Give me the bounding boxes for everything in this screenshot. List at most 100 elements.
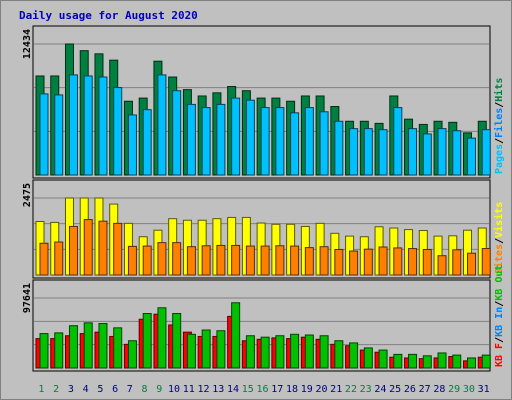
bar-sites-day-17 xyxy=(275,245,285,276)
day-label: 18 xyxy=(286,384,298,395)
bar-files-day-18 xyxy=(290,112,300,176)
bar-files-day-25 xyxy=(393,107,403,176)
bar-files-day-6 xyxy=(113,87,123,176)
bar-files-day-8 xyxy=(142,109,152,176)
bar-files-day-2 xyxy=(54,94,64,176)
bar-sites-day-14 xyxy=(231,244,241,276)
day-label: 13 xyxy=(212,384,224,395)
day-label: 3 xyxy=(68,384,74,395)
legend-item: Sites xyxy=(493,244,505,274)
bar-kb-out-day-14 xyxy=(231,302,241,369)
day-label: 23 xyxy=(360,384,372,395)
bar-kb-out-day-23 xyxy=(363,347,373,369)
day-label: 14 xyxy=(227,384,239,395)
legend-item: Pages xyxy=(494,144,505,174)
day-label: 2 xyxy=(53,384,59,395)
day-label: 7 xyxy=(127,384,133,395)
bar-files-day-13 xyxy=(216,103,226,176)
bar-sites-day-4 xyxy=(83,219,93,276)
bar-sites-day-27 xyxy=(422,248,432,276)
bar-files-day-15 xyxy=(245,99,255,176)
day-label: 1 xyxy=(38,384,44,395)
panel-max-label: 97641 xyxy=(22,283,33,313)
bar-kb-out-day-25 xyxy=(393,353,403,369)
bar-sites-day-28 xyxy=(437,255,447,276)
bar-kb-out-day-6 xyxy=(113,327,123,369)
bar-kb-out-day-8 xyxy=(142,313,152,369)
bar-files-day-28 xyxy=(437,128,447,176)
bar-files-day-10 xyxy=(172,90,182,176)
bar-files-day-9 xyxy=(157,74,167,176)
bar-files-day-16 xyxy=(260,107,270,176)
bar-files-day-3 xyxy=(68,74,78,176)
bar-sites-day-30 xyxy=(467,252,477,276)
day-label: 8 xyxy=(142,384,148,395)
bar-sites-day-8 xyxy=(142,245,152,276)
bar-sites-day-7 xyxy=(127,245,137,276)
bar-sites-day-16 xyxy=(260,245,270,276)
bar-sites-day-15 xyxy=(245,245,255,276)
day-label: 4 xyxy=(83,384,89,395)
legend-item: KB In xyxy=(494,307,505,337)
panel-max-label: 12434 xyxy=(22,29,33,59)
panel-visits-sites: 2475 Sites/Visits xyxy=(22,179,505,279)
bar-files-day-11 xyxy=(186,103,196,176)
bar-files-day-27 xyxy=(422,133,432,176)
day-label: 28 xyxy=(433,384,445,395)
bar-sites-day-26 xyxy=(408,248,418,276)
bar-kb-out-day-13 xyxy=(216,330,226,369)
bar-kb-out-day-20 xyxy=(319,335,329,369)
bar-sites-day-13 xyxy=(216,244,226,276)
day-label: 10 xyxy=(168,384,180,395)
bar-kb-out-day-28 xyxy=(437,352,447,369)
panel-legend: KB F/KB In/KB Out xyxy=(494,265,505,367)
day-label: 15 xyxy=(242,384,254,395)
bar-sites-day-21 xyxy=(334,248,344,276)
day-label: 29 xyxy=(448,384,460,395)
bar-sites-day-11 xyxy=(186,246,196,276)
panel-legend: Sites/Visits xyxy=(493,202,505,274)
bar-kb-out-day-2 xyxy=(54,332,64,369)
bar-sites-day-10 xyxy=(172,242,182,276)
panel-max-label: 2475 xyxy=(22,183,33,207)
legend-item: KB F xyxy=(494,343,505,367)
bar-kb-out-day-12 xyxy=(201,329,211,369)
legend-item: Files xyxy=(493,108,505,138)
bar-sites-day-20 xyxy=(319,246,329,276)
bar-kb-out-day-9 xyxy=(157,307,167,369)
bar-kb-out-day-19 xyxy=(304,334,314,369)
bar-sites-day-18 xyxy=(290,245,300,276)
bar-sites-day-23 xyxy=(363,248,373,276)
bar-files-day-12 xyxy=(201,107,211,176)
bar-kb-out-day-11 xyxy=(186,333,196,369)
bar-kb-out-day-10 xyxy=(172,313,182,369)
bar-kb-out-day-15 xyxy=(245,335,255,369)
day-label: 25 xyxy=(389,384,401,395)
bar-sites-day-1 xyxy=(39,242,49,276)
bar-files-day-19 xyxy=(304,107,314,176)
legend-item: Visits xyxy=(493,202,505,238)
bar-kb-out-day-21 xyxy=(334,340,344,369)
bar-sites-day-2 xyxy=(54,241,64,276)
legend-item: KB Out xyxy=(494,265,505,301)
day-label: 5 xyxy=(97,384,103,395)
bar-files-day-30 xyxy=(467,137,477,176)
bar-kb-out-day-27 xyxy=(422,355,432,369)
bar-files-day-17 xyxy=(275,107,285,176)
bar-sites-day-31 xyxy=(481,248,491,276)
bar-sites-day-22 xyxy=(349,250,359,276)
day-label: 17 xyxy=(271,384,283,395)
legend-separator: / xyxy=(494,301,505,307)
bar-files-day-20 xyxy=(319,111,329,176)
day-label: 19 xyxy=(301,384,313,395)
bar-kb-out-day-16 xyxy=(260,336,270,369)
legend-separator: / xyxy=(494,337,505,343)
day-label: 31 xyxy=(478,384,490,395)
bar-files-day-4 xyxy=(83,75,93,176)
bar-files-day-31 xyxy=(481,129,491,176)
bar-sites-day-24 xyxy=(378,246,388,276)
bar-files-day-26 xyxy=(408,128,418,176)
day-label: 20 xyxy=(315,384,327,395)
chart-panels: 12434Pages/Files/Hits2475Sites/Visits976… xyxy=(22,25,505,372)
